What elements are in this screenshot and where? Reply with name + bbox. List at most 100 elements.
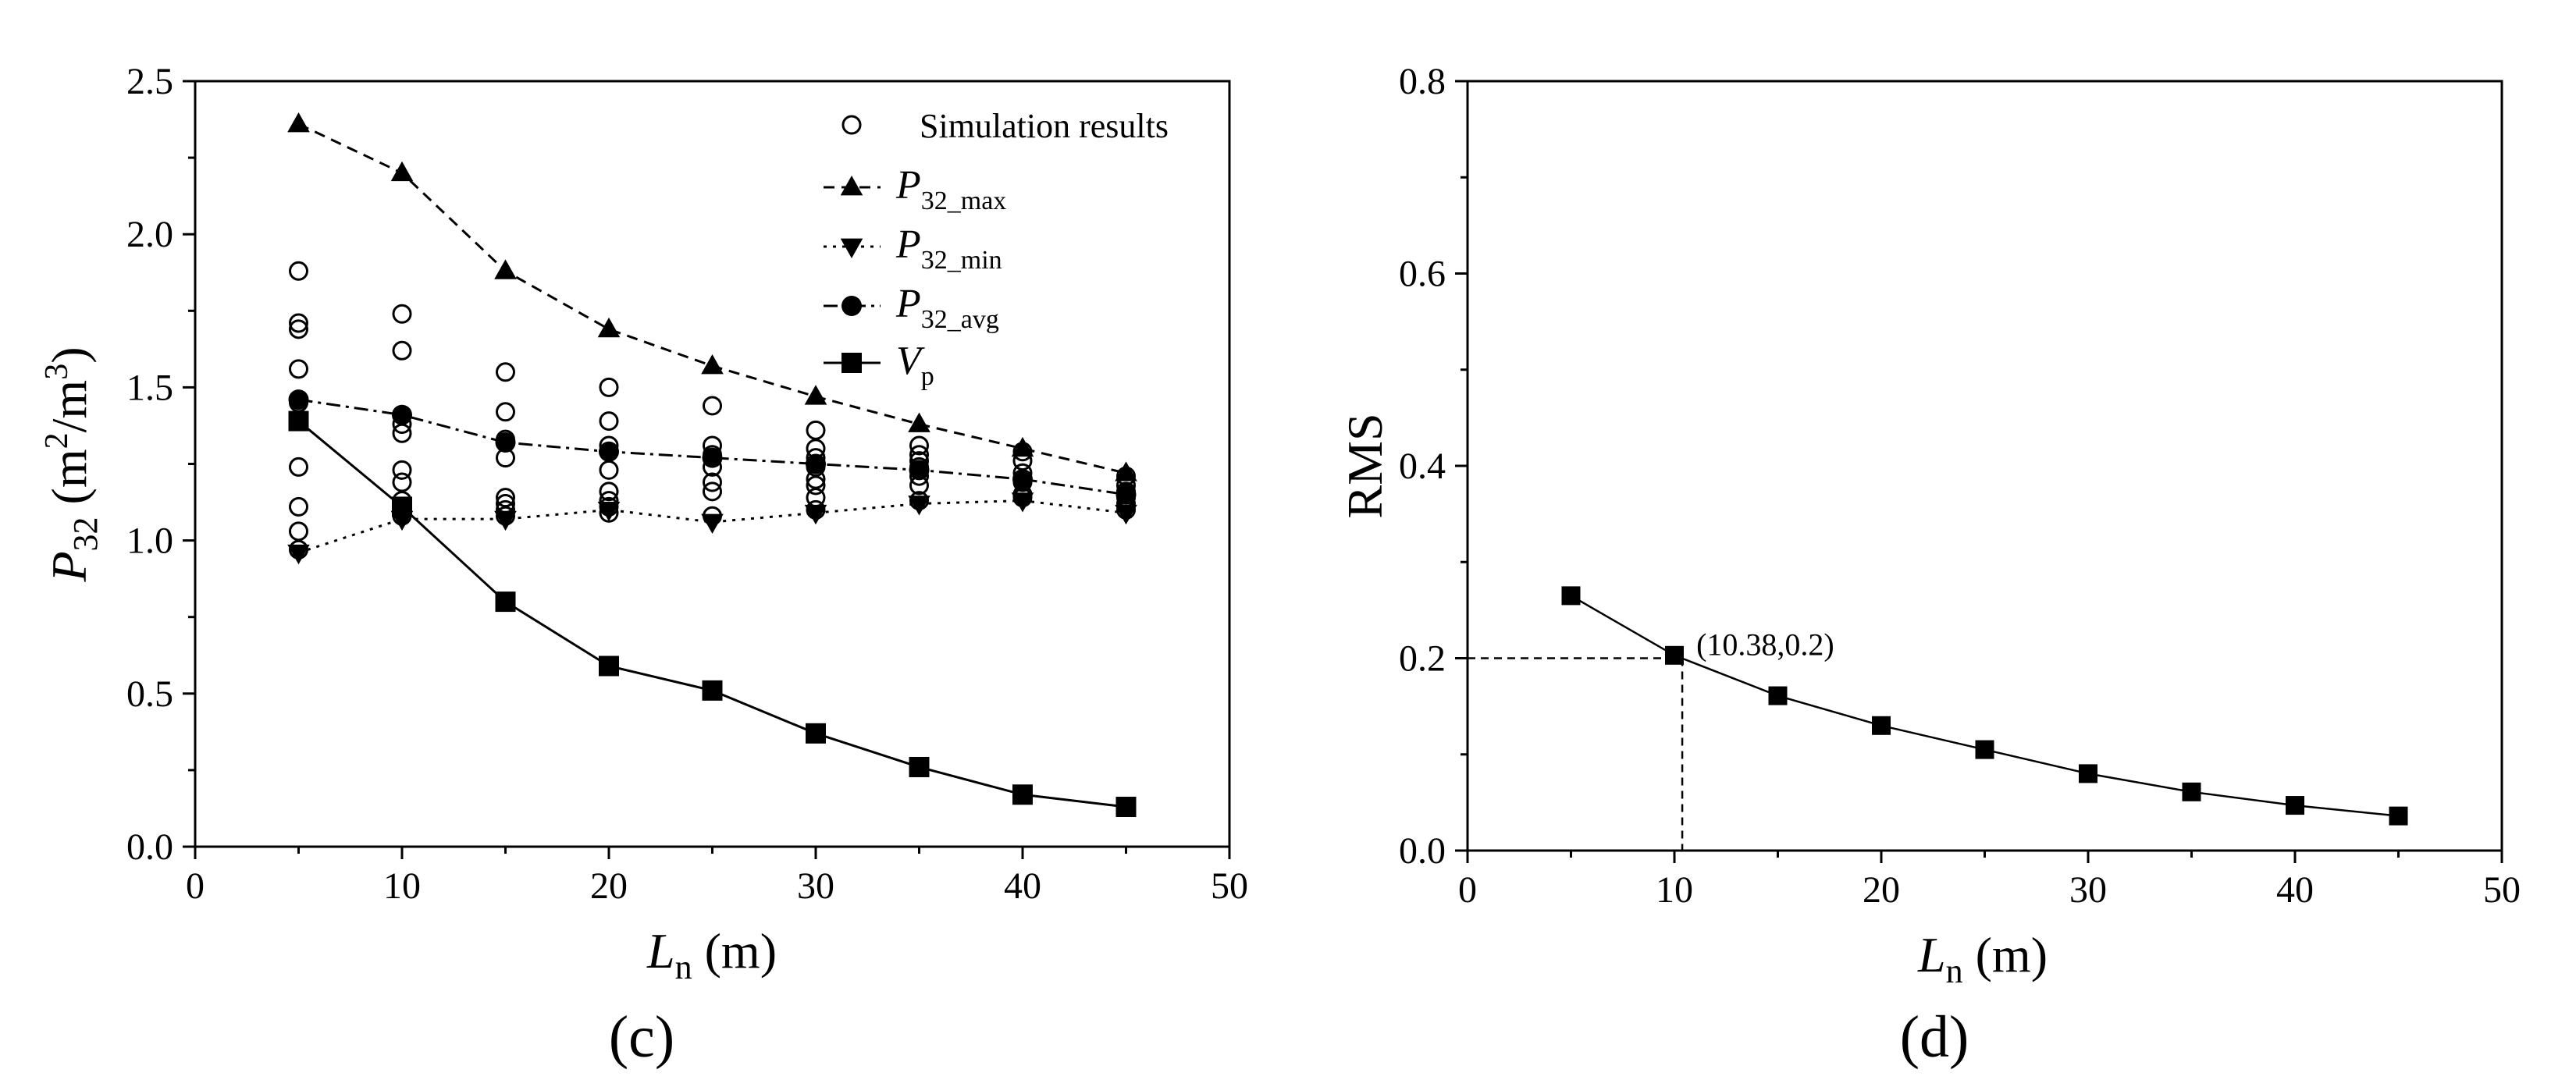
simulation-point [392, 491, 412, 511]
simulation-point [289, 521, 308, 542]
series-point-32-max [804, 385, 827, 405]
panel-c-x-tick-label: 0 [186, 865, 205, 907]
series-point-p [495, 592, 516, 613]
rms-point [1665, 645, 1684, 665]
simulation-point [1012, 442, 1033, 462]
legend-marker-32-min [840, 238, 863, 258]
panel-c-x-tick-label: 10 [383, 865, 421, 907]
simulation-point [703, 445, 722, 465]
simulation-point [703, 435, 722, 456]
series-point-p [1115, 796, 1137, 817]
simulation-point [1116, 488, 1136, 508]
simulation-point [1012, 451, 1033, 471]
simulation-point [496, 488, 515, 508]
simulation-point [806, 488, 826, 508]
simulation-point [806, 420, 826, 440]
simulation-point [289, 496, 308, 517]
rms-line [1570, 595, 2399, 817]
rms-point [1975, 740, 1994, 759]
panel-d-chart: 0 10 20 30 40 50 0.0 0.2 0.4 0.6 0.8 (10.38,0.2) L… [1337, 61, 2521, 1070]
panel-c-chart: 0 10 20 30 40 50 0.0 0.5 1.0 1.5 2.0 2.5 Simulation… [39, 61, 1248, 1070]
legend-label-32-min: P32_min [895, 222, 1002, 275]
series-point-32-max [494, 259, 517, 279]
simulation-point [496, 506, 515, 526]
panel-d-x-tick-label: 30 [2069, 869, 2107, 911]
rms-point [2182, 782, 2201, 801]
panel-c-y-axis-label: P32 (m2/m3) [39, 346, 105, 582]
simulation-point [496, 499, 515, 520]
simulation-point [806, 457, 826, 477]
series-point-32-max [287, 112, 310, 133]
panel-c-y-tick-label: 1.0 [126, 520, 173, 562]
panel-c-y-tick-label: 1.5 [126, 367, 173, 408]
panel-d-y-tick-label: 0.2 [1399, 638, 1446, 680]
simulation-point [703, 472, 722, 492]
panel-c-x-axis-label: Ln (m) [646, 923, 777, 986]
simulation-point [599, 491, 619, 511]
panel-d-y-tick-label: 0.8 [1399, 61, 1446, 102]
simulation-point [1116, 499, 1136, 520]
panel-c-y-tick-label: 0.0 [126, 826, 173, 868]
series-point-32-max [701, 353, 724, 375]
rms-point [2079, 764, 2097, 783]
simulation-point [1116, 475, 1136, 496]
simulation-point [392, 414, 412, 434]
simulation-point [392, 304, 412, 324]
simulation-point [909, 451, 929, 471]
simulation-point [806, 475, 826, 496]
legend-label-p: Vp [896, 339, 934, 391]
legend-marker-32-max [840, 176, 863, 196]
series-point-p [599, 655, 619, 677]
simulation-point [909, 435, 929, 456]
simulation-point [496, 429, 515, 449]
panel-c-y-tick-label: 0.5 [126, 673, 173, 715]
simulation-point [289, 319, 308, 339]
simulation-point [496, 448, 515, 468]
series-point-32-max [1115, 461, 1137, 481]
simulation-point [806, 499, 826, 520]
rms-point [1872, 716, 1891, 735]
simulation-point [1116, 466, 1136, 486]
simulation-point [496, 362, 515, 382]
series-point-p [806, 723, 826, 744]
simulation-point [599, 435, 619, 456]
simulation-point [392, 340, 412, 361]
legend-label-32-avg: P32_avg [895, 282, 999, 334]
simulation-point [392, 506, 412, 526]
series-point-p [909, 756, 930, 777]
panel-d-y-tick-label: 0.4 [1399, 446, 1446, 487]
panel-c-y-tick-label: 2.5 [126, 61, 173, 102]
simulation-point [599, 460, 619, 480]
series-point-p [1012, 784, 1033, 805]
panel-c-x-tick-label: 20 [590, 865, 628, 907]
panel-c-y-tick-label: 2.0 [126, 214, 173, 255]
legend-marker-p [841, 353, 862, 373]
panel-d-x-tick-label: 10 [1656, 869, 1693, 911]
simulation-point [806, 439, 826, 459]
simulation-point [496, 494, 515, 514]
panel-d-plot-frame [1466, 80, 2503, 852]
simulation-point [289, 393, 308, 413]
simulation-point [289, 539, 308, 560]
panel-c-plot-frame [194, 80, 1231, 848]
legend-marker-simulation [841, 115, 862, 135]
panel-c-x-tick-label: 40 [1004, 865, 1041, 907]
series-point-32-max [908, 412, 930, 432]
rms-point [2286, 796, 2304, 815]
simulation-point [289, 313, 308, 333]
series-point-32-max [597, 317, 621, 338]
simulation-point [909, 491, 929, 511]
simulation-point [806, 469, 826, 489]
rms-point [2389, 806, 2408, 826]
series-point-32-min [908, 496, 930, 516]
panel-d-y-axis-label: RMS [1337, 413, 1393, 518]
panel-d-y-tick-label: 0.6 [1399, 254, 1446, 295]
series-line-32-avg [298, 398, 1126, 496]
simulation-point [1012, 488, 1033, 508]
panel-d-x-tick-label: 40 [2276, 869, 2314, 911]
simulation-point [1116, 481, 1136, 502]
series-line-32-min [298, 499, 1126, 554]
panel-d-x-tick-label: 50 [2483, 869, 2521, 911]
simulation-point [703, 481, 722, 502]
series-point-p [288, 410, 309, 432]
